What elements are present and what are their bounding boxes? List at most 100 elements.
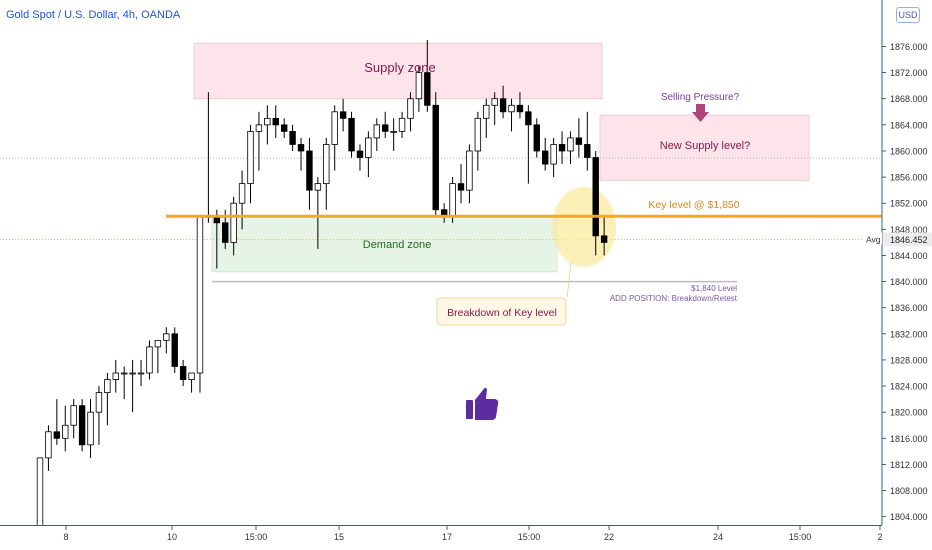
price-tick-label: 1816.000 [890,434,928,444]
candle-body [121,372,128,375]
candle-body [432,104,439,211]
candle [205,92,212,223]
candle [457,164,465,204]
breakdown-highlight-circle [552,187,616,267]
candle [129,359,136,413]
candle-body [550,144,557,165]
candle [95,386,103,445]
price-tick-label: 1860.000 [890,146,928,156]
candle-body [483,104,490,119]
candle [78,399,86,452]
candle-body [474,117,482,152]
demand-zone-box [211,215,558,273]
candle-body [348,117,355,152]
candle-body [449,183,456,217]
price-tick-label: 1876.000 [890,42,928,52]
candle-body [592,157,599,237]
price-tick-label: 1868.000 [890,94,928,104]
candle-body [289,130,296,145]
candle-body [306,150,313,191]
price-axis[interactable]: 1876.000 1872.000 1868.000 1864.000 1860.000… [864,0,932,550]
candle [339,98,347,132]
candle [137,359,145,387]
candle [390,118,397,151]
candle [62,405,69,452]
candle [238,170,246,230]
add-position-label: ADD POSITION: Breakdown/Retest [610,294,738,303]
price-tick-label: 1820.000 [890,408,928,418]
candle [373,118,380,151]
candle [146,340,153,380]
candle-body [398,117,406,132]
price-tick-label: 1872.000 [890,68,928,78]
currency-badge[interactable]: USD [896,7,920,23]
price-axis-bg [882,0,932,550]
key-level-label: Key level @ $1,850 [648,199,739,211]
candle [424,39,431,112]
time-tick-label: 15:00 [518,532,541,542]
candle-body [567,137,574,152]
candle [542,137,549,171]
price-tick-label: 1832.000 [890,329,928,339]
time-tick-label: 8 [63,532,68,542]
new-supply-label: New Supply level? [660,140,751,152]
candle [474,111,482,171]
time-tick-label: 17 [442,532,452,542]
candle [289,124,296,151]
candle-body [53,431,61,439]
candle-body [466,150,473,191]
last-price-tag-bg [864,232,882,245]
candle-body [129,372,136,375]
candle [365,131,372,178]
candle-body [280,124,288,132]
candle [415,66,423,112]
candle-body [222,222,229,243]
candle [516,92,524,119]
candle-body [95,392,103,413]
down-arrow-head [692,112,709,122]
callout-connector [566,261,572,299]
candle [36,457,44,537]
down-arrow-icon [692,104,709,122]
candle-body [70,405,77,426]
candle-body [238,183,246,204]
chart-title: Gold Spot / U.S. Dollar, 4h, OANDA [6,9,181,21]
candle [575,118,583,158]
candle [112,359,119,393]
candle [188,372,195,393]
candle [508,98,515,132]
price-tick-label: 1824.000 [890,382,928,392]
candle [179,359,187,387]
overlays-layer: Supply zone Demand zone Selling Pressure? N… [166,60,882,420]
candle-body [533,124,540,152]
candle-body [373,124,380,139]
candle-body [171,333,178,367]
candle-body [62,424,69,439]
time-axis[interactable]: 8 10 15:00 15 17 15:00 22 24 15:00 2 [0,525,883,550]
price-tick-label: 1864.000 [890,120,928,130]
candle-body [331,111,338,145]
last-price-label-text: 1846.452 [890,235,928,245]
candle [466,144,473,204]
supply-zone-label: Supply zone [364,60,436,75]
candle-body [390,130,397,133]
down-arrow-shaft [696,104,705,112]
candle-body [365,137,372,158]
time-axis-bg [0,526,882,550]
candle-body [516,104,524,113]
supply-zone-box [193,42,603,100]
candle-body [558,144,566,152]
candle [499,85,507,119]
candle [525,105,532,184]
candle [230,196,237,256]
candle-body [247,130,254,185]
price-tick-label: 1848.000 [890,225,928,235]
candle [87,399,94,458]
candle-body [188,372,195,380]
candle-body [339,111,347,119]
candle [297,137,305,171]
candle-body [45,431,52,459]
candle [247,124,254,204]
candle [154,339,162,373]
